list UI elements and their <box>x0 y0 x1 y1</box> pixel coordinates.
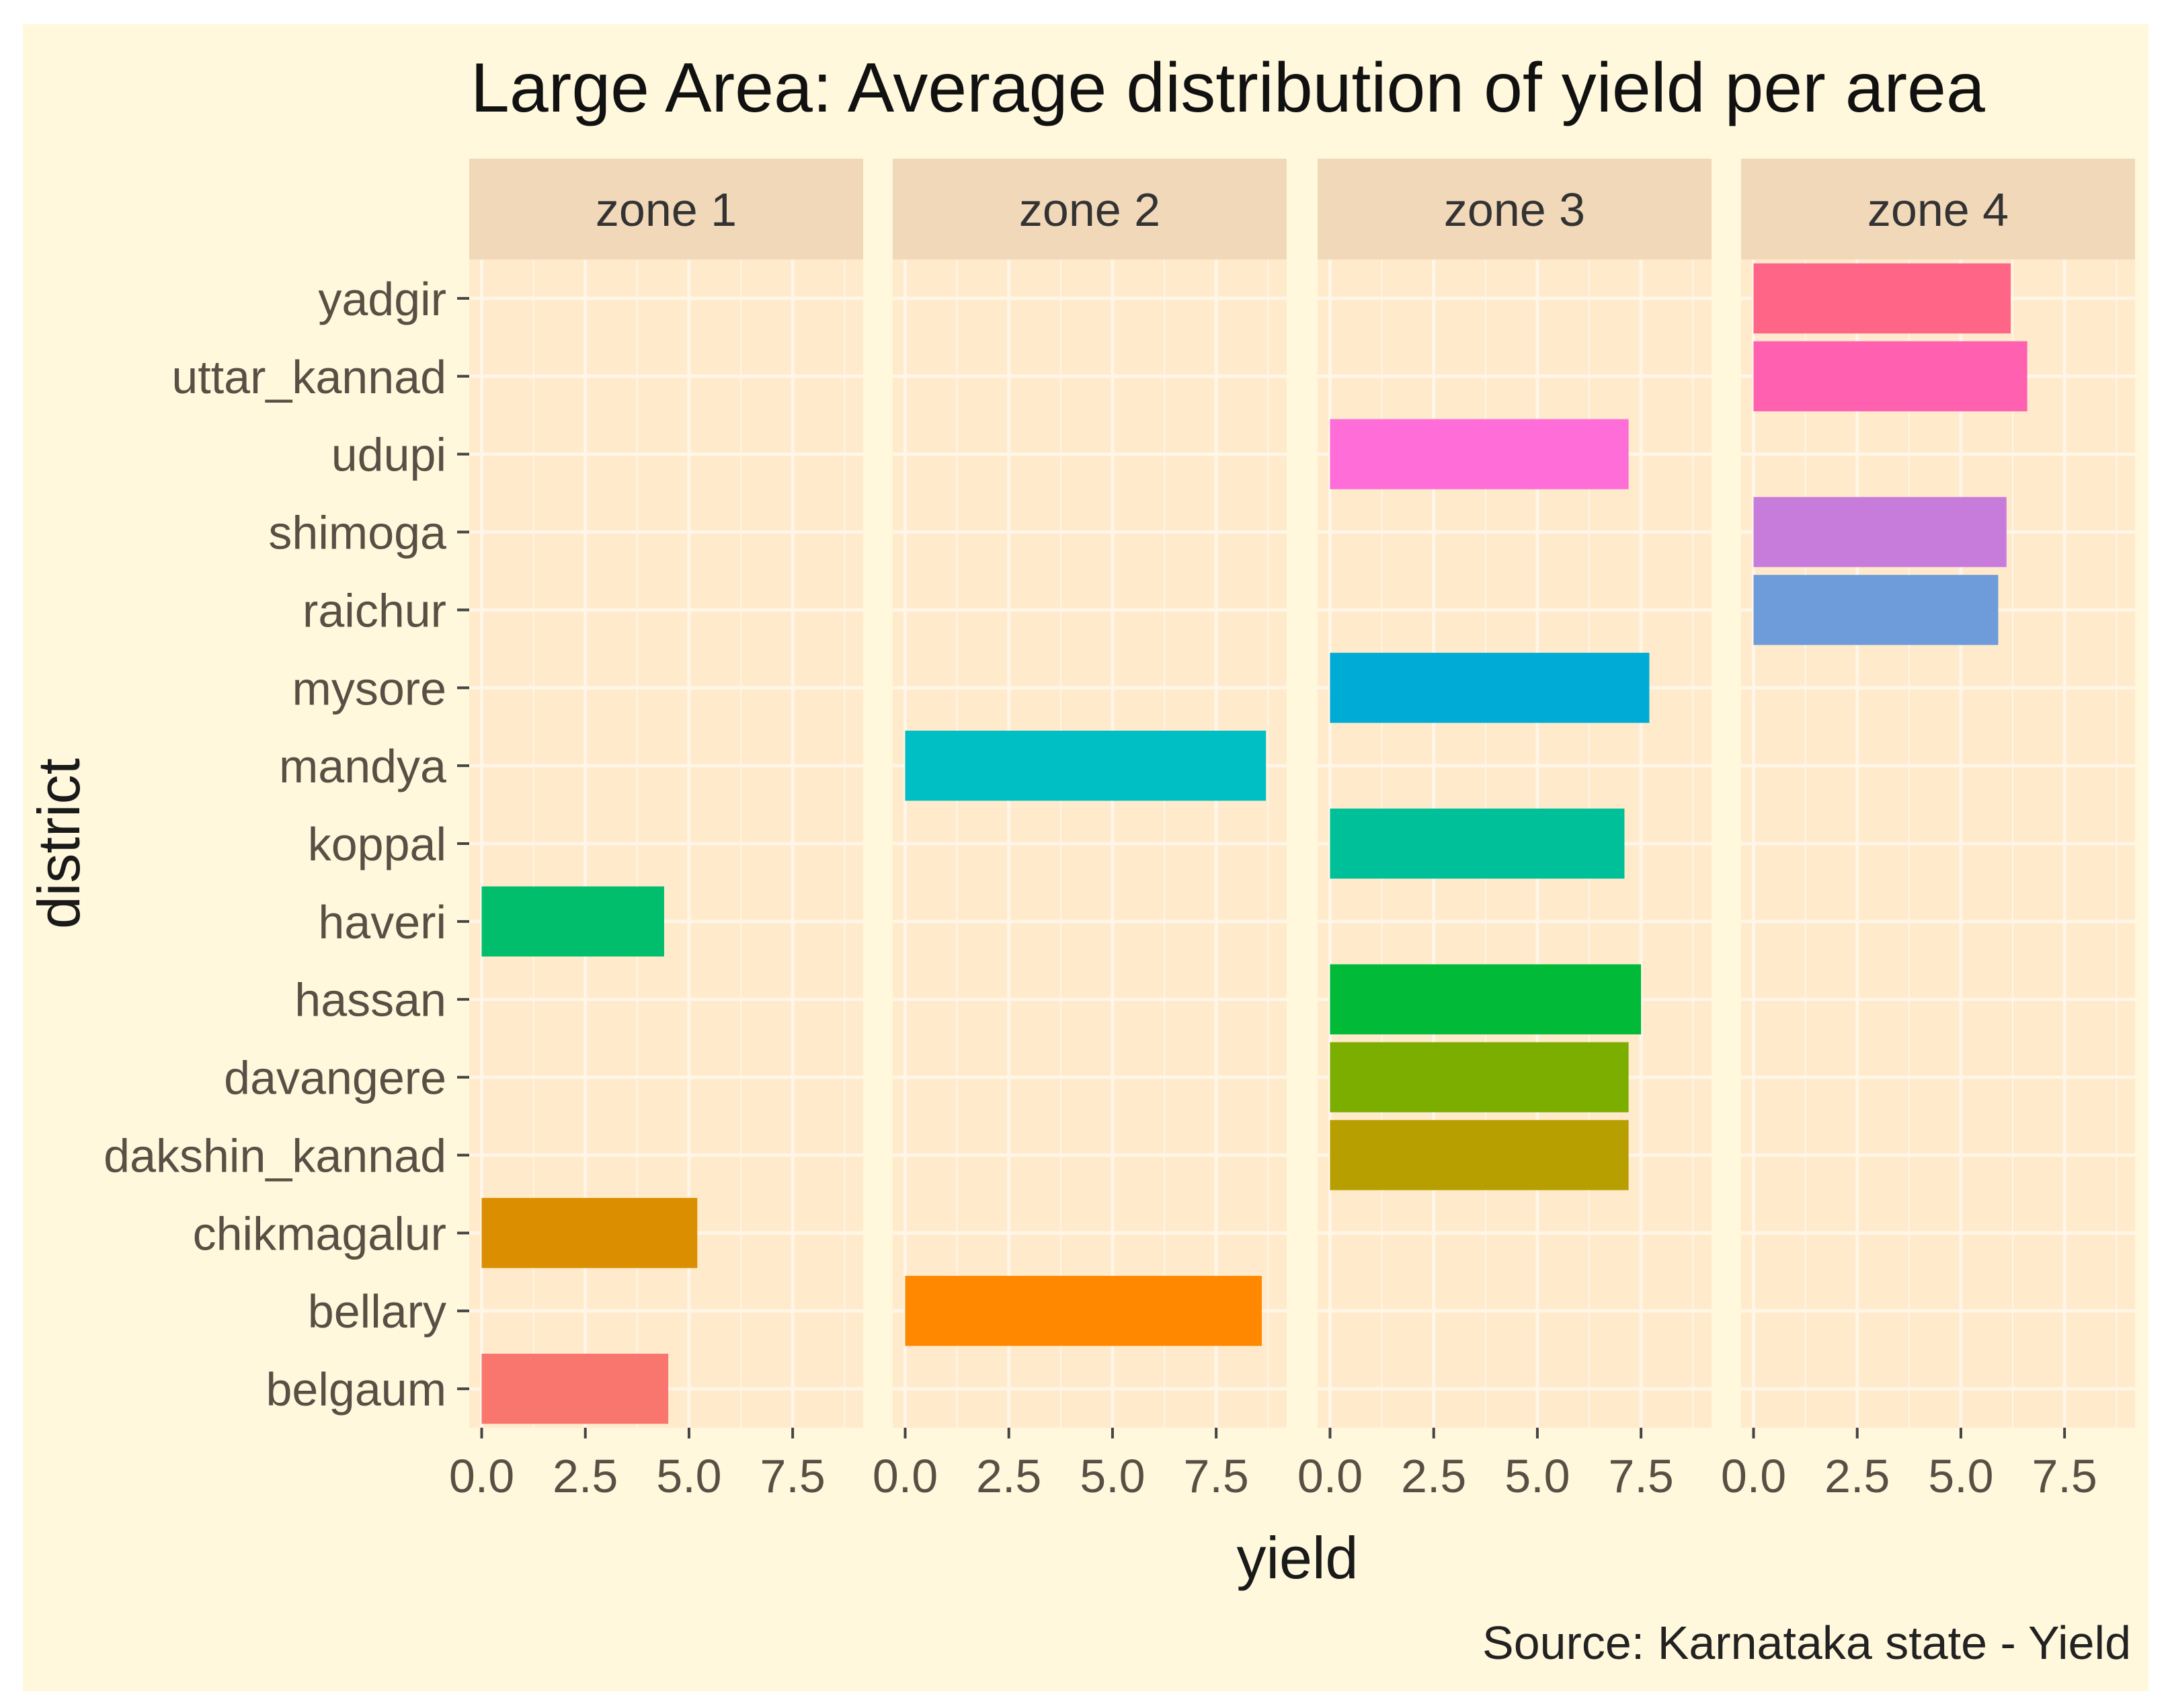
x-tick-label: 0.0 <box>449 1450 514 1502</box>
facet-panel-3: zone 3 0.0 2.5 5.0 7.5 <box>1297 159 1712 1502</box>
bar-chikmagalur <box>481 1198 698 1268</box>
y-tick-label-udupi: udupi <box>331 429 446 481</box>
y-tick-label-mysore: mysore <box>292 662 446 715</box>
x-tick-label: 0.0 <box>873 1450 938 1502</box>
y-tick-label-chikmagalur: chikmagalur <box>193 1207 446 1260</box>
y-tick-label-hassan: hassan <box>294 974 446 1026</box>
y-tick-label-davangere: davangere <box>224 1052 446 1104</box>
y-tick-label-uttar_kannad: uttar_kannad <box>171 351 446 403</box>
facet-strip <box>1741 159 2135 259</box>
facet-strip-label: zone 4 <box>1867 184 2009 236</box>
bar-shimoga <box>1753 497 2007 567</box>
y-axis-title: district <box>26 758 92 929</box>
y-tick-label-shimoga: shimoga <box>268 507 446 559</box>
facet-strip-label: zone 2 <box>1019 184 1160 236</box>
x-tick-label: 7.5 <box>1183 1450 1248 1502</box>
bar-uttar_kannad <box>1753 341 2027 411</box>
bar-mysore <box>1330 653 1650 723</box>
facet-strip <box>1318 159 1712 259</box>
bar-dakshin_kannad <box>1330 1120 1629 1190</box>
y-tick-label-koppal: koppal <box>308 818 446 870</box>
x-tick-label: 5.0 <box>1928 1450 1993 1502</box>
x-tick-label: 7.5 <box>2032 1450 2097 1502</box>
facet-panel-1: zone 1 0.0 2.5 5.0 7.5 <box>449 159 863 1502</box>
y-tick-label-belgaum: belgaum <box>266 1363 446 1416</box>
x-tick-label: 2.5 <box>1401 1450 1466 1502</box>
bar-bellary <box>905 1276 1262 1346</box>
bar-raichur <box>1753 575 1999 645</box>
chart-title: Large Area: Average distribution of yiel… <box>471 49 1985 127</box>
bar-yadgir <box>1753 263 2011 334</box>
bar-koppal <box>1330 808 1625 879</box>
x-tick-label: 2.5 <box>976 1450 1041 1502</box>
chart-caption: Source: Karnataka state - Yield <box>1482 1617 2131 1669</box>
x-tick-label: 5.0 <box>1504 1450 1570 1502</box>
x-tick-label: 7.5 <box>760 1450 825 1502</box>
facet-strip-label: zone 1 <box>596 184 737 236</box>
x-tick-label: 5.0 <box>1080 1450 1145 1502</box>
x-tick-label: 5.0 <box>656 1450 721 1502</box>
facet-panel-4: zone 4 0.0 2.5 5.0 7.5 <box>1721 159 2135 1502</box>
facet-strip-label: zone 3 <box>1444 184 1585 236</box>
bar-haveri <box>481 886 664 957</box>
bar-davangere <box>1330 1042 1629 1112</box>
x-tick-label: 0.0 <box>1297 1450 1363 1502</box>
x-tick-label: 0.0 <box>1721 1450 1786 1502</box>
y-tick-label-raichur: raichur <box>303 584 446 637</box>
y-tick-label-dakshin_kannad: dakshin_kannad <box>104 1129 446 1182</box>
bar-belgaum <box>481 1353 669 1424</box>
x-tick-label: 2.5 <box>553 1450 618 1502</box>
x-tick-label: 2.5 <box>1824 1450 1890 1502</box>
x-tick-label: 7.5 <box>1608 1450 1673 1502</box>
facet-strip <box>469 159 863 259</box>
y-tick-label-bellary: bellary <box>308 1285 446 1338</box>
y-tick-label-yadgir: yadgir <box>318 273 446 325</box>
bar-hassan <box>1330 964 1642 1034</box>
y-tick-label-mandya: mandya <box>279 740 446 792</box>
x-axis-title: yield <box>1237 1524 1359 1591</box>
bar-udupi <box>1330 419 1629 489</box>
facet-strip <box>893 159 1287 259</box>
y-tick-label-haveri: haveri <box>318 896 446 948</box>
bar-mandya <box>905 730 1267 801</box>
facet-panel-2: zone 2 0.0 2.5 5.0 7.5 <box>873 159 1287 1502</box>
